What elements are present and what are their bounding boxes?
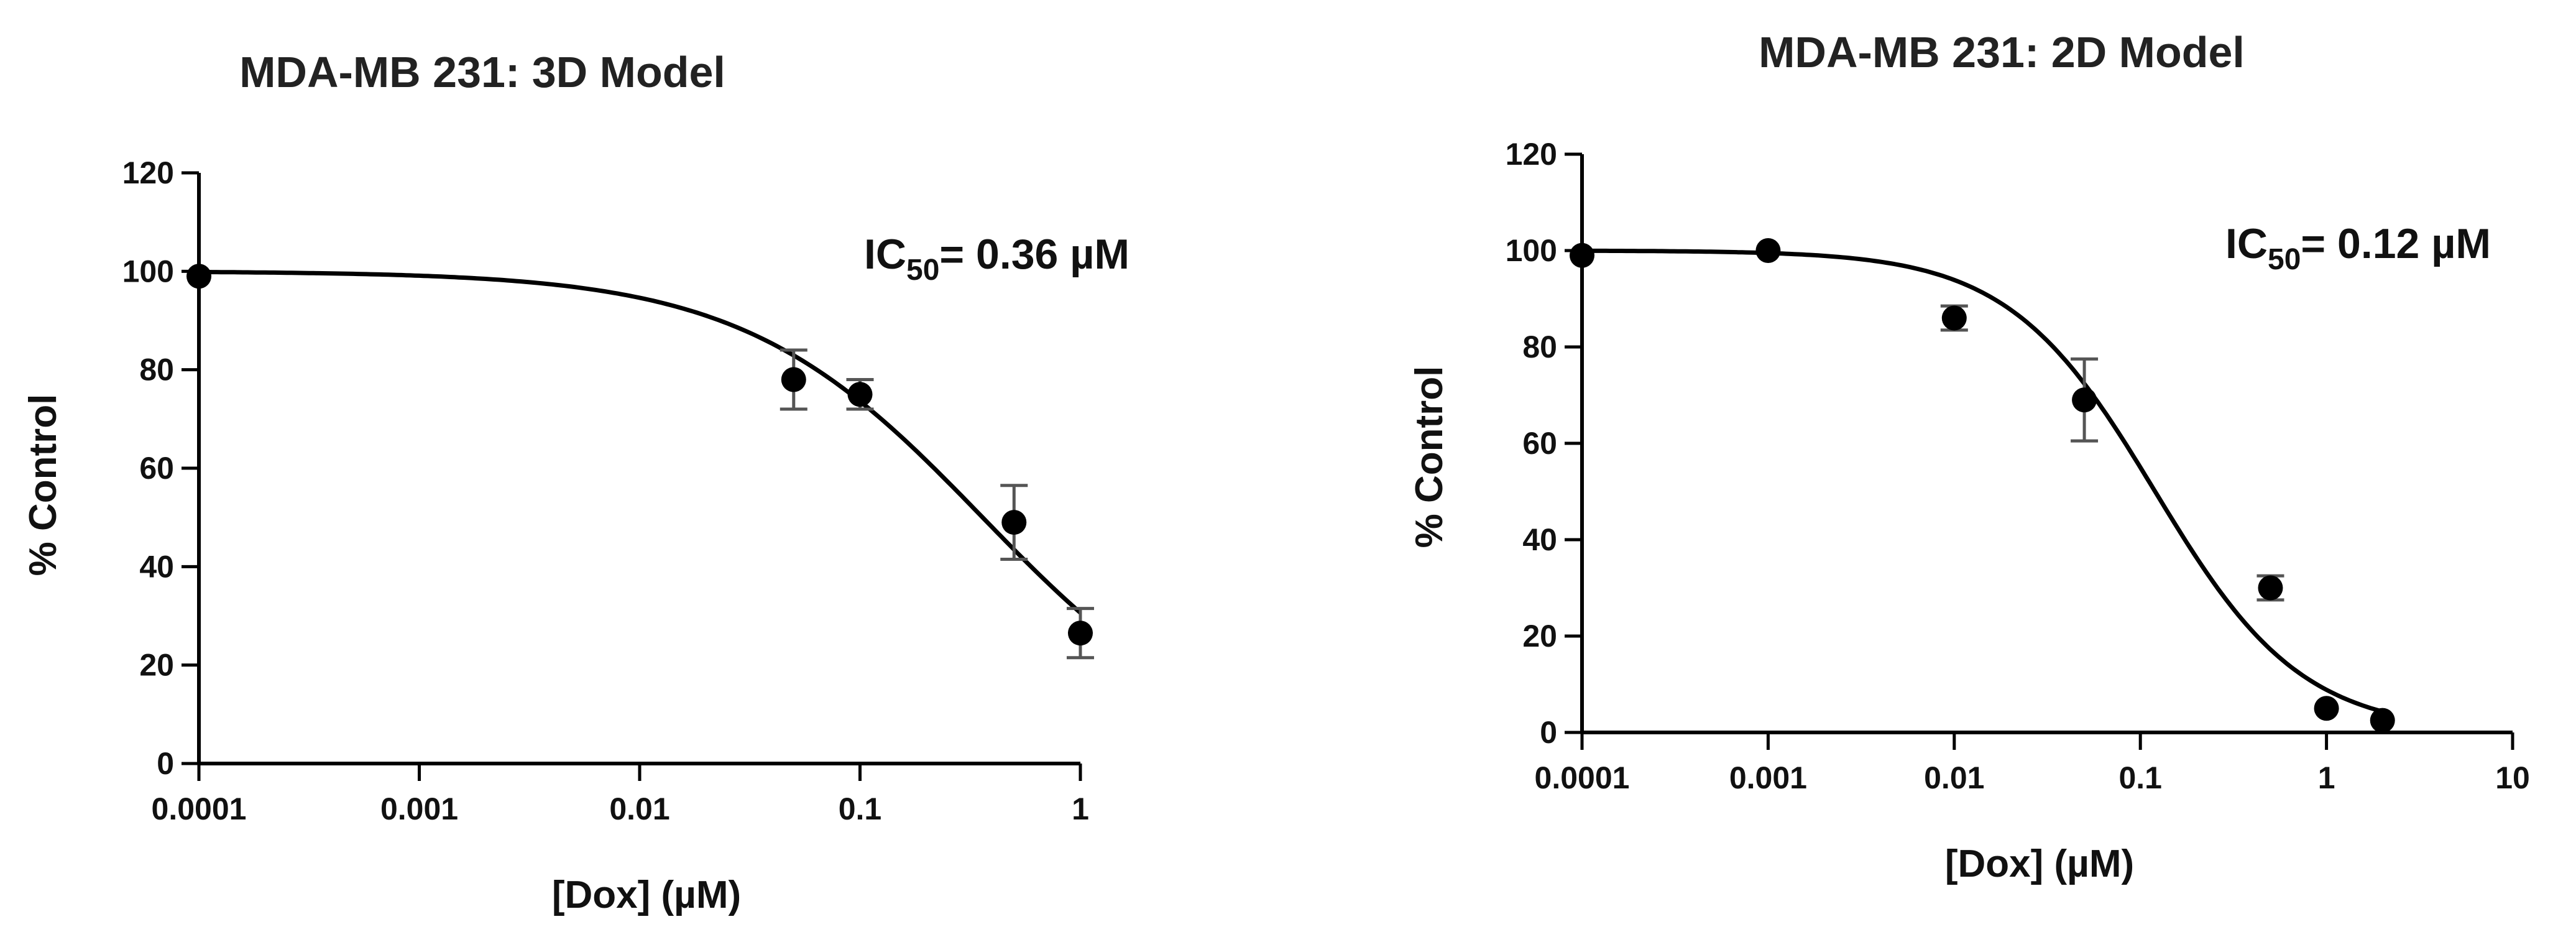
- chart-3d-model: MDA-MB 231: 3D Model % Control [Dox] (µM…: [22, 48, 1129, 916]
- y-tick-label: 40: [1522, 522, 1557, 557]
- y-tick-label: 120: [122, 155, 174, 190]
- x-tick-label: 0.001: [1729, 760, 1807, 795]
- y-tick-label: 120: [1506, 137, 1557, 172]
- x-tick-label: 0.1: [2118, 760, 2162, 795]
- x-tick-label: 10: [2495, 760, 2530, 795]
- x-tick-label: 1: [2318, 760, 2335, 795]
- data-point: [1068, 621, 1093, 646]
- data-point: [2258, 575, 2283, 601]
- ic50-annotation: IC50= 0.12 µM: [2225, 220, 2491, 276]
- x-tick-label: 1: [1072, 792, 1089, 826]
- y-tick-label: 0: [1540, 715, 1557, 750]
- plot-area: 0 20 40 60 80 100 120 0.0001 0.001 0.01 0.1 1 10: [1506, 137, 2530, 795]
- chart-title: MDA-MB 231: 2D Model: [1759, 28, 2245, 76]
- y-tick-label: 0: [157, 746, 174, 781]
- chart-2d-model: MDA-MB 231: 2D Model % Control [Dox] (µM…: [1408, 28, 2530, 885]
- y-tick-label: 60: [139, 451, 174, 486]
- ic50-subscript: 50: [906, 254, 939, 287]
- y-tick-label: 80: [139, 353, 174, 387]
- fit-curve: [1582, 248, 2383, 714]
- ic50-prefix: IC: [864, 231, 906, 278]
- fit-curve: [199, 270, 1082, 615]
- data-point: [2370, 708, 2395, 733]
- data-point: [186, 264, 211, 289]
- ic50-annotation: IC50= 0.36 µM: [864, 231, 1129, 287]
- y-tick-label: 100: [122, 254, 174, 288]
- x-tick-label: 0.01: [1924, 760, 1984, 795]
- x-tick-label: 0.1: [839, 792, 882, 826]
- y-tick-label: 100: [1506, 233, 1557, 268]
- y-tick-label: 40: [139, 549, 174, 584]
- plot-area: 0 20 40 60 80 100 120 0.0001 0.001 0.01 0.1 1: [122, 155, 1094, 826]
- x-tick-label: 0.001: [380, 792, 458, 826]
- data-point: [1570, 242, 1594, 268]
- data-point: [1941, 305, 1967, 331]
- data-point: [1001, 510, 1027, 535]
- x-tick-label: 0.0001: [152, 792, 247, 826]
- data-point: [1755, 238, 1781, 263]
- y-tick-label: 20: [1522, 619, 1557, 653]
- chart-panel-3d-model: MDA-MB 231: 3D Model % Control [Dox] (µM…: [22, 48, 1129, 916]
- x-tick-label: 0.0001: [1535, 760, 1630, 795]
- chart-panel-2d-model: MDA-MB 231: 2D Model % Control [Dox] (µM…: [1293, 0, 2576, 937]
- chart-title: MDA-MB 231: 3D Model: [239, 48, 725, 96]
- x-axis-label: [Dox] (µM): [552, 874, 741, 916]
- data-point: [781, 367, 806, 392]
- data-point: [2072, 387, 2097, 413]
- y-tick-label: 80: [1522, 330, 1557, 364]
- y-tick-label: 60: [1522, 426, 1557, 461]
- ic50-subscript: 50: [2268, 243, 2301, 276]
- x-axis-label: [Dox] (µM): [1945, 842, 2134, 885]
- y-axis-label: % Control: [22, 394, 65, 576]
- data-point: [847, 382, 873, 407]
- ic50-value: = 0.36 µM: [939, 231, 1129, 278]
- data-point: [2314, 696, 2339, 721]
- ic50-value: = 0.12 µM: [2301, 220, 2491, 267]
- x-tick-label: 0.01: [609, 792, 669, 826]
- y-axis-label: % Control: [1408, 366, 1451, 548]
- ic50-prefix: IC: [2225, 220, 2268, 267]
- y-tick-label: 20: [139, 648, 174, 683]
